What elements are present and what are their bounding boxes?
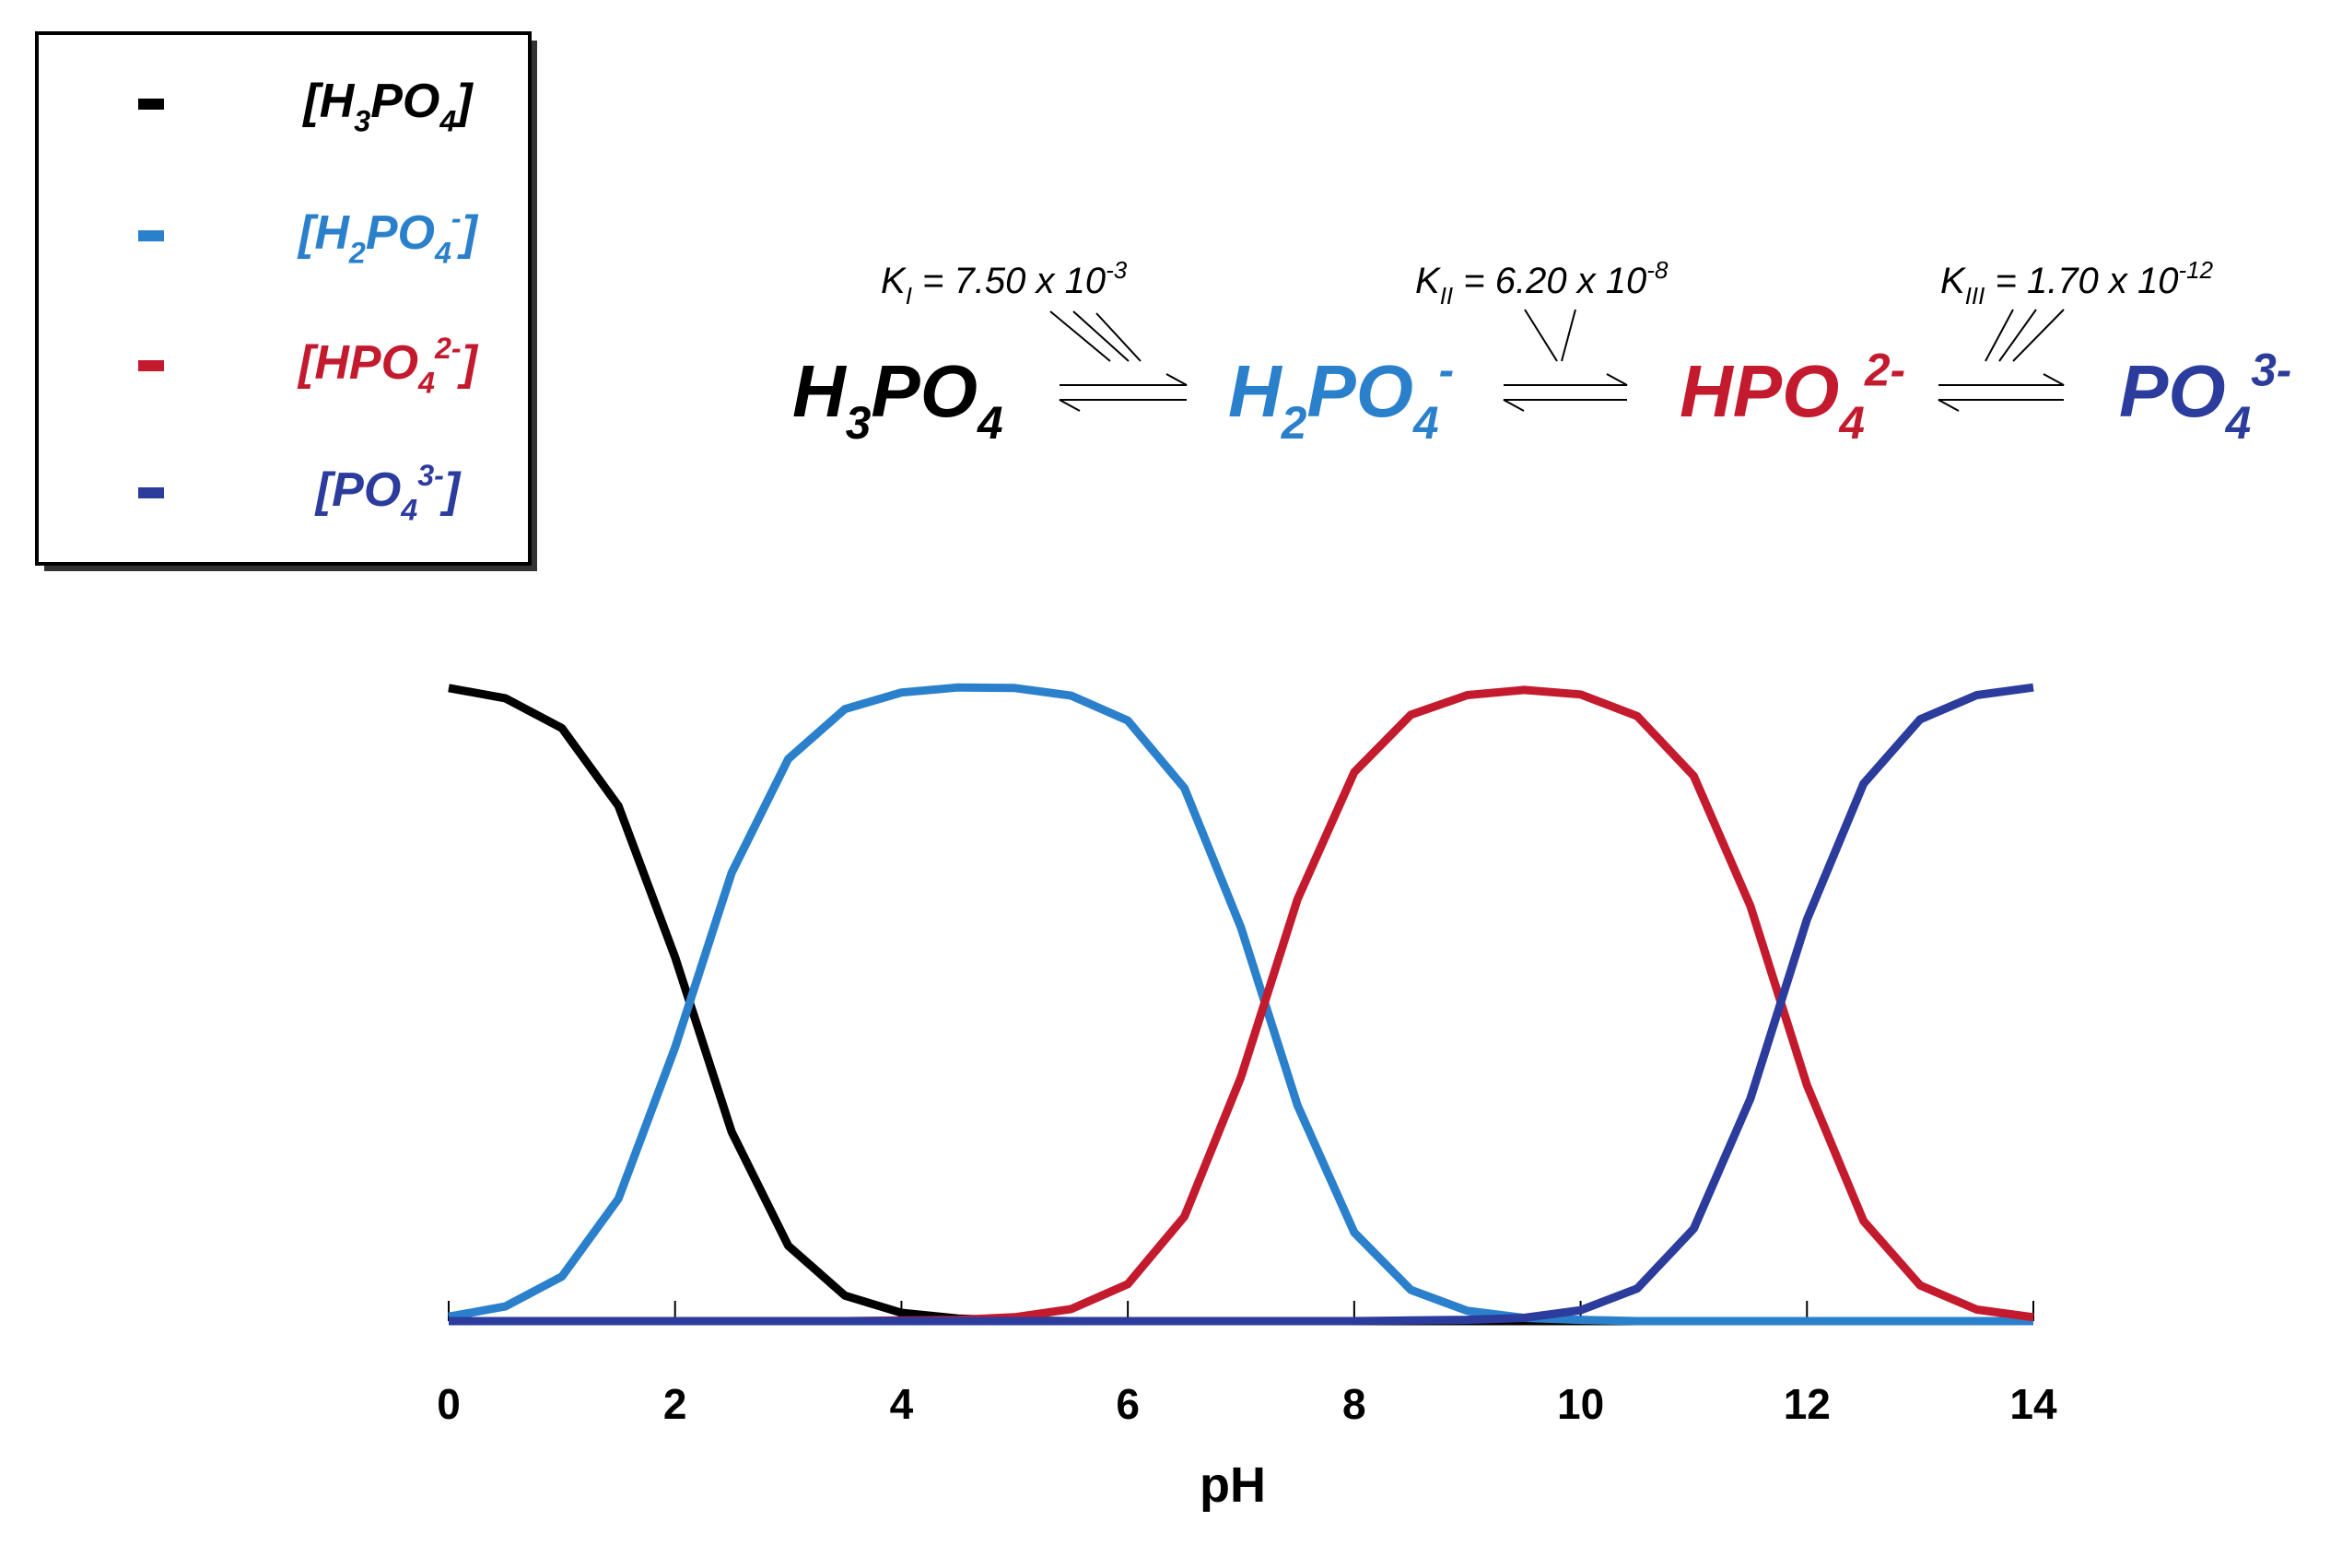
x-tick-label: 0 <box>437 1380 461 1428</box>
constant-part: = 6.20 x 10 <box>1453 261 1646 301</box>
x-tick-label: 2 <box>663 1380 687 1428</box>
constant-part: = 1.70 x 10 <box>1985 261 2178 301</box>
species-label: HPO42- <box>1680 344 1905 449</box>
x-tick-label: 6 <box>1116 1380 1140 1428</box>
x-axis-title: pH <box>1200 1457 1266 1513</box>
constant-part: K <box>1940 261 1967 301</box>
x-tick-label: 4 <box>890 1380 914 1428</box>
series-line <box>449 683 2034 1326</box>
constant-part: III <box>1965 282 1985 310</box>
legend-label: [PO43-] <box>314 459 462 526</box>
equilibrium-constant: KI = 7.50 x 10-3 <box>881 256 1128 310</box>
x-tick-label: 10 <box>1557 1380 1604 1428</box>
x-tick-label: 14 <box>2009 1380 2057 1428</box>
legend-swatch <box>138 230 164 241</box>
constant-part: K <box>881 261 908 301</box>
constant-part: K <box>1415 261 1442 301</box>
constant-part: -3 <box>1106 256 1128 284</box>
species-label: PO43- <box>2119 344 2291 449</box>
constant-part: I <box>906 282 912 310</box>
species-label: H3PO4 <box>792 350 1003 449</box>
species-label: H2PO4- <box>1228 344 1454 449</box>
legend-swatch <box>138 99 164 110</box>
constant-part: -8 <box>1646 256 1669 284</box>
legend-label: [HPO42-] <box>297 332 479 399</box>
constant-part: -12 <box>2179 256 2214 284</box>
x-tick-label: 8 <box>1342 1380 1366 1428</box>
legend-swatch <box>138 487 164 498</box>
equilibrium-arrows <box>1049 309 2065 412</box>
equilibrium-constant: KII = 6.20 x 10-8 <box>1415 256 1669 310</box>
constant-part: = 7.50 x 10 <box>912 261 1106 301</box>
x-tick-label: 12 <box>1784 1380 1831 1428</box>
legend-swatch <box>138 360 164 371</box>
equilibrium-constant: KIII = 1.70 x 10-12 <box>1940 256 2214 310</box>
constant-part: II <box>1440 282 1453 310</box>
legend-box <box>35 31 532 566</box>
legend-label: [H2PO4-] <box>297 202 479 269</box>
legend-label: [H3PO4] <box>301 75 474 138</box>
series-line <box>448 683 2033 1326</box>
